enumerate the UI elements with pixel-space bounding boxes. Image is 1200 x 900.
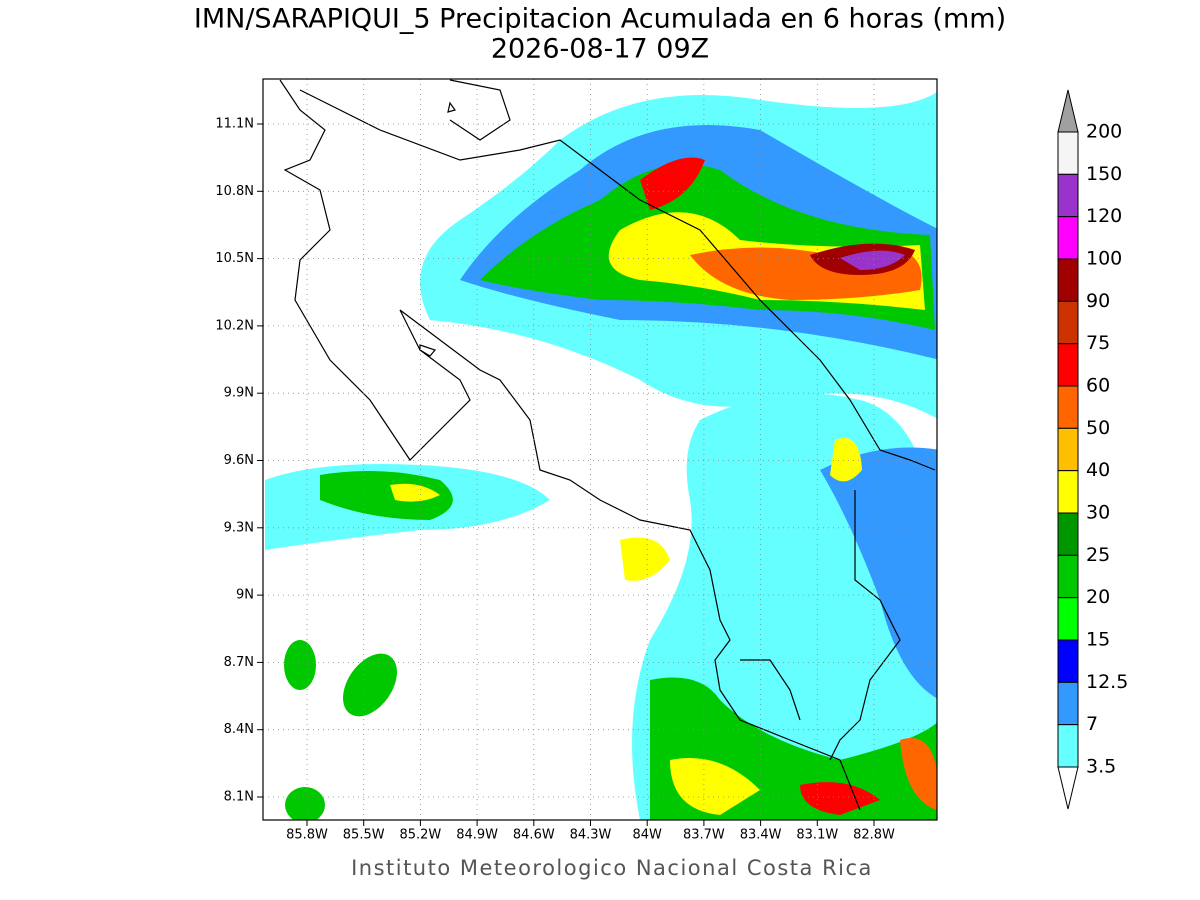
colorbar-label: 200 [1086,121,1122,143]
lat-label: 9.3N [224,520,254,535]
lat-label: 10.8N [215,184,254,199]
colorbar-label: 75 [1086,332,1110,354]
colorbar-label: 20 [1086,586,1110,608]
colorbar-label: 12.5 [1086,671,1128,693]
lat-label: 10.5N [215,251,254,266]
colorbar-segment [1057,597,1079,641]
colorbar-segment [1057,512,1079,556]
precip-field [265,91,937,820]
colorbar-segment [1057,724,1079,768]
lon-label: 83.7W [683,828,725,843]
footer: Instituto Meteorologico Nacional Costa R… [351,856,873,880]
colorbar-segment [1057,173,1079,218]
subtitle: 2026-08-17 09Z [491,34,709,65]
colorbar-label: 150 [1086,163,1122,185]
lat-label: 9N [236,588,254,603]
lat-label: 8.4N [224,722,254,737]
colorbar-label: 50 [1086,417,1110,439]
colorbar-segment [1057,258,1079,302]
lon-label: 84.6W [513,828,555,843]
colorbar-segment [1057,427,1079,472]
lat-label: 9.9N [224,386,254,401]
colorbar-segment [1057,343,1079,387]
grid [257,79,937,826]
colorbar-label: 30 [1086,502,1110,524]
colorbar-segment [1057,131,1079,175]
colorbar-segment [1057,554,1079,599]
lat-label: 10.2N [215,318,254,333]
title: IMN/SARAPIQUI_5 Precipitacion Acumulada … [194,4,1006,35]
lat-label: 8.7N [224,655,254,670]
colorbar-segment [1057,681,1079,726]
lon-label: 84W [632,828,662,843]
colorbar-label: 3.5 [1086,756,1116,778]
colorbar-segment [1057,639,1079,683]
colorbar-over [1057,89,1079,133]
colorbar [1057,89,1079,810]
lat-label: 11.1N [215,117,254,132]
lon-label: 84.9W [456,828,498,843]
colorbar-labels: 200 150 120 100 90 75 60 50 40 30 25 20 15 12.5 7 3.5 [1086,121,1128,778]
colorbar-label: 25 [1086,544,1110,566]
colorbar-segment [1057,216,1079,260]
lon-label: 84.3W [570,828,612,843]
lon-label: 83.4W [740,828,782,843]
lon-label: 85.8W [286,828,328,843]
colorbar-under [1057,766,1079,810]
colorbar-label: 15 [1086,629,1110,651]
colorbar-segment [1057,300,1079,345]
plot-frame [262,78,938,821]
colorbar-label: 100 [1086,248,1122,270]
lon-label: 85.2W [399,828,441,843]
lon-label: 83.1W [796,828,838,843]
colorbar-label: 40 [1086,459,1110,481]
lon-label: 85.5W [343,828,385,843]
colorbar-label: 60 [1086,375,1110,397]
colorbar-label: 120 [1086,205,1122,227]
colorbar-segment [1057,470,1079,514]
colorbar-segment [1057,385,1079,429]
lon-label: 82.8W [853,828,895,843]
colorbar-label: 90 [1086,290,1110,312]
lat-label: 9.6N [224,453,254,468]
colorbar-label: 7 [1086,713,1098,735]
lat-label: 8.1N [224,790,254,805]
